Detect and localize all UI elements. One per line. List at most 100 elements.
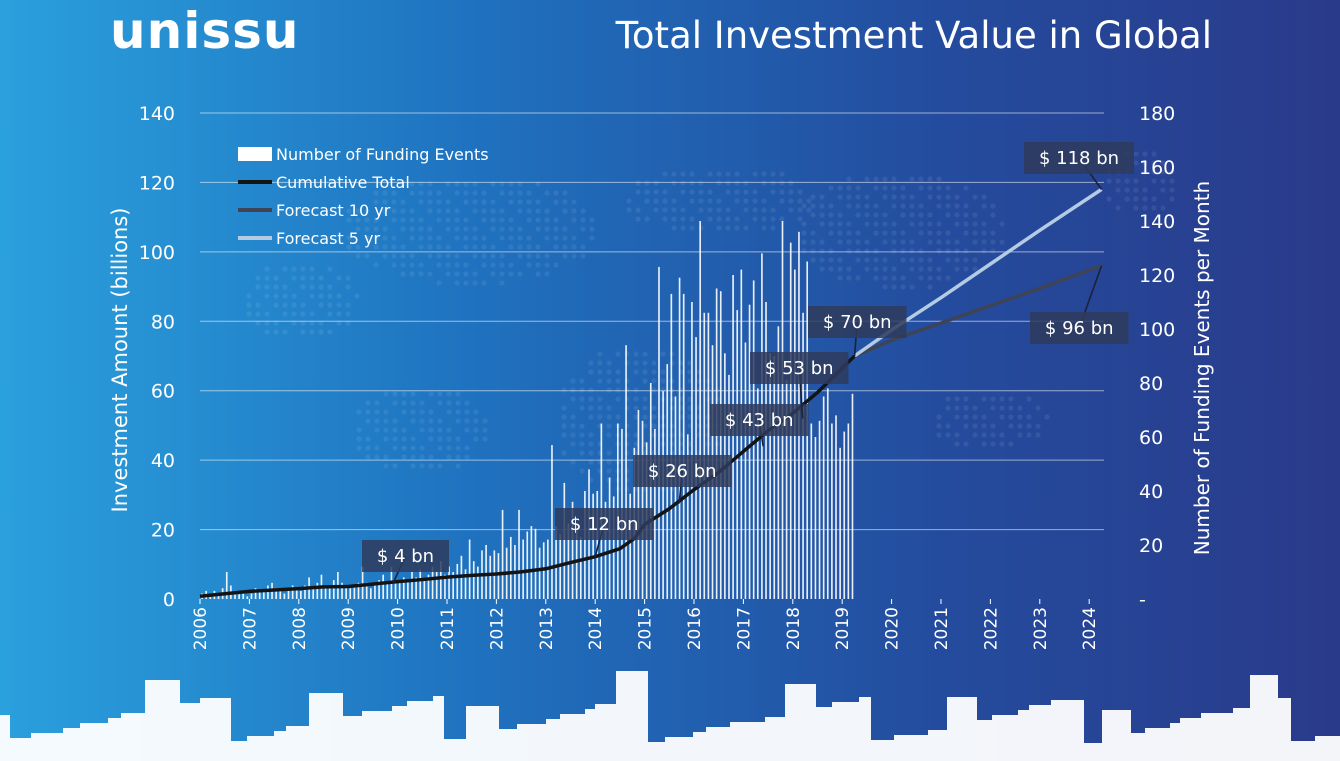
map-dot (963, 212, 969, 218)
funding-bar (596, 491, 599, 599)
map-dot (743, 225, 749, 231)
map-dot (635, 207, 641, 213)
map-dot (508, 190, 514, 196)
map-dot (615, 369, 621, 375)
map-dot (553, 244, 559, 250)
map-dot (761, 198, 767, 204)
map-dot (990, 212, 996, 218)
map-dot (927, 257, 933, 263)
map-dot (846, 239, 852, 245)
map-dot (810, 257, 816, 263)
map-dot (734, 180, 740, 186)
map-dot (918, 230, 924, 236)
map-dot (945, 405, 951, 411)
funding-bar (571, 501, 574, 599)
map-dot (680, 225, 686, 231)
funding-bar (287, 590, 290, 599)
map-dot (606, 450, 612, 456)
map-dot (392, 418, 398, 424)
map-dot (291, 275, 297, 281)
map-dot (999, 239, 1005, 245)
map-dot (383, 427, 389, 433)
map-dot (455, 418, 461, 424)
map-dot (436, 235, 442, 241)
map-dot (651, 432, 657, 438)
map-dot (580, 244, 586, 250)
funding-bar (398, 582, 401, 599)
map-dot (716, 171, 722, 177)
map-dot (806, 198, 812, 204)
map-dot (846, 203, 852, 209)
map-dot (464, 400, 470, 406)
map-dot (300, 302, 306, 308)
map-dot (255, 302, 261, 308)
map-dot (810, 230, 816, 236)
map-dot (517, 199, 523, 205)
y2-tick-label: 180 (1139, 103, 1175, 125)
map-dot (900, 203, 906, 209)
map-dot (837, 212, 843, 218)
map-dot (391, 235, 397, 241)
funding-bar (242, 590, 245, 599)
map-dot (300, 266, 306, 272)
map-dot (410, 400, 416, 406)
map-dot (445, 253, 451, 259)
map-dot (391, 253, 397, 259)
map-dot (624, 378, 630, 384)
map-dot (927, 275, 933, 281)
map-dot (391, 199, 397, 205)
x-tick-label: 2019 (833, 607, 853, 650)
map-dot (508, 271, 514, 277)
map-dot (273, 302, 279, 308)
map-dot (606, 468, 612, 474)
x-tick-label: 2010 (389, 607, 409, 650)
map-dot (579, 423, 585, 429)
y-tick-label: 60 (151, 381, 175, 403)
map-dot (580, 253, 586, 259)
map-dot (400, 262, 406, 268)
funding-bar (402, 577, 405, 599)
map-dot (837, 230, 843, 236)
map-dot (972, 405, 978, 411)
map-dot (373, 190, 379, 196)
map-dot (291, 302, 297, 308)
map-dot (345, 311, 351, 317)
funding-bar (649, 383, 652, 599)
map-dot (752, 216, 758, 222)
map-dot (828, 230, 834, 236)
funding-bar (518, 509, 520, 599)
map-dot (707, 207, 713, 213)
map-dot (1169, 196, 1175, 202)
map-dot (373, 244, 379, 250)
map-dot (651, 369, 657, 375)
map-dot (436, 253, 442, 259)
funding-bar (217, 593, 220, 599)
map-dot (427, 208, 433, 214)
map-dot (828, 203, 834, 209)
map-dot (653, 207, 659, 213)
map-dot (662, 216, 668, 222)
map-dot (463, 217, 469, 223)
map-dot (392, 463, 398, 469)
x-tick-label: 2024 (1080, 607, 1100, 650)
map-dot (837, 257, 843, 263)
map-dot (446, 436, 452, 442)
map-dot (963, 257, 969, 263)
map-dot (428, 409, 434, 415)
map-dot (734, 198, 740, 204)
map-dot (882, 257, 888, 263)
map-dot (981, 414, 987, 420)
map-dot (373, 199, 379, 205)
map-dot (635, 189, 641, 195)
y-tick-label: 120 (139, 172, 175, 194)
map-dot (801, 248, 807, 254)
map-dot (437, 391, 443, 397)
map-dot (437, 463, 443, 469)
map-dot (436, 280, 442, 286)
map-dot (1133, 196, 1139, 202)
x-tick-label: 2012 (487, 607, 507, 650)
map-dot (273, 284, 279, 290)
map-dot (309, 284, 315, 290)
map-dot (963, 230, 969, 236)
map-dot (391, 262, 397, 268)
